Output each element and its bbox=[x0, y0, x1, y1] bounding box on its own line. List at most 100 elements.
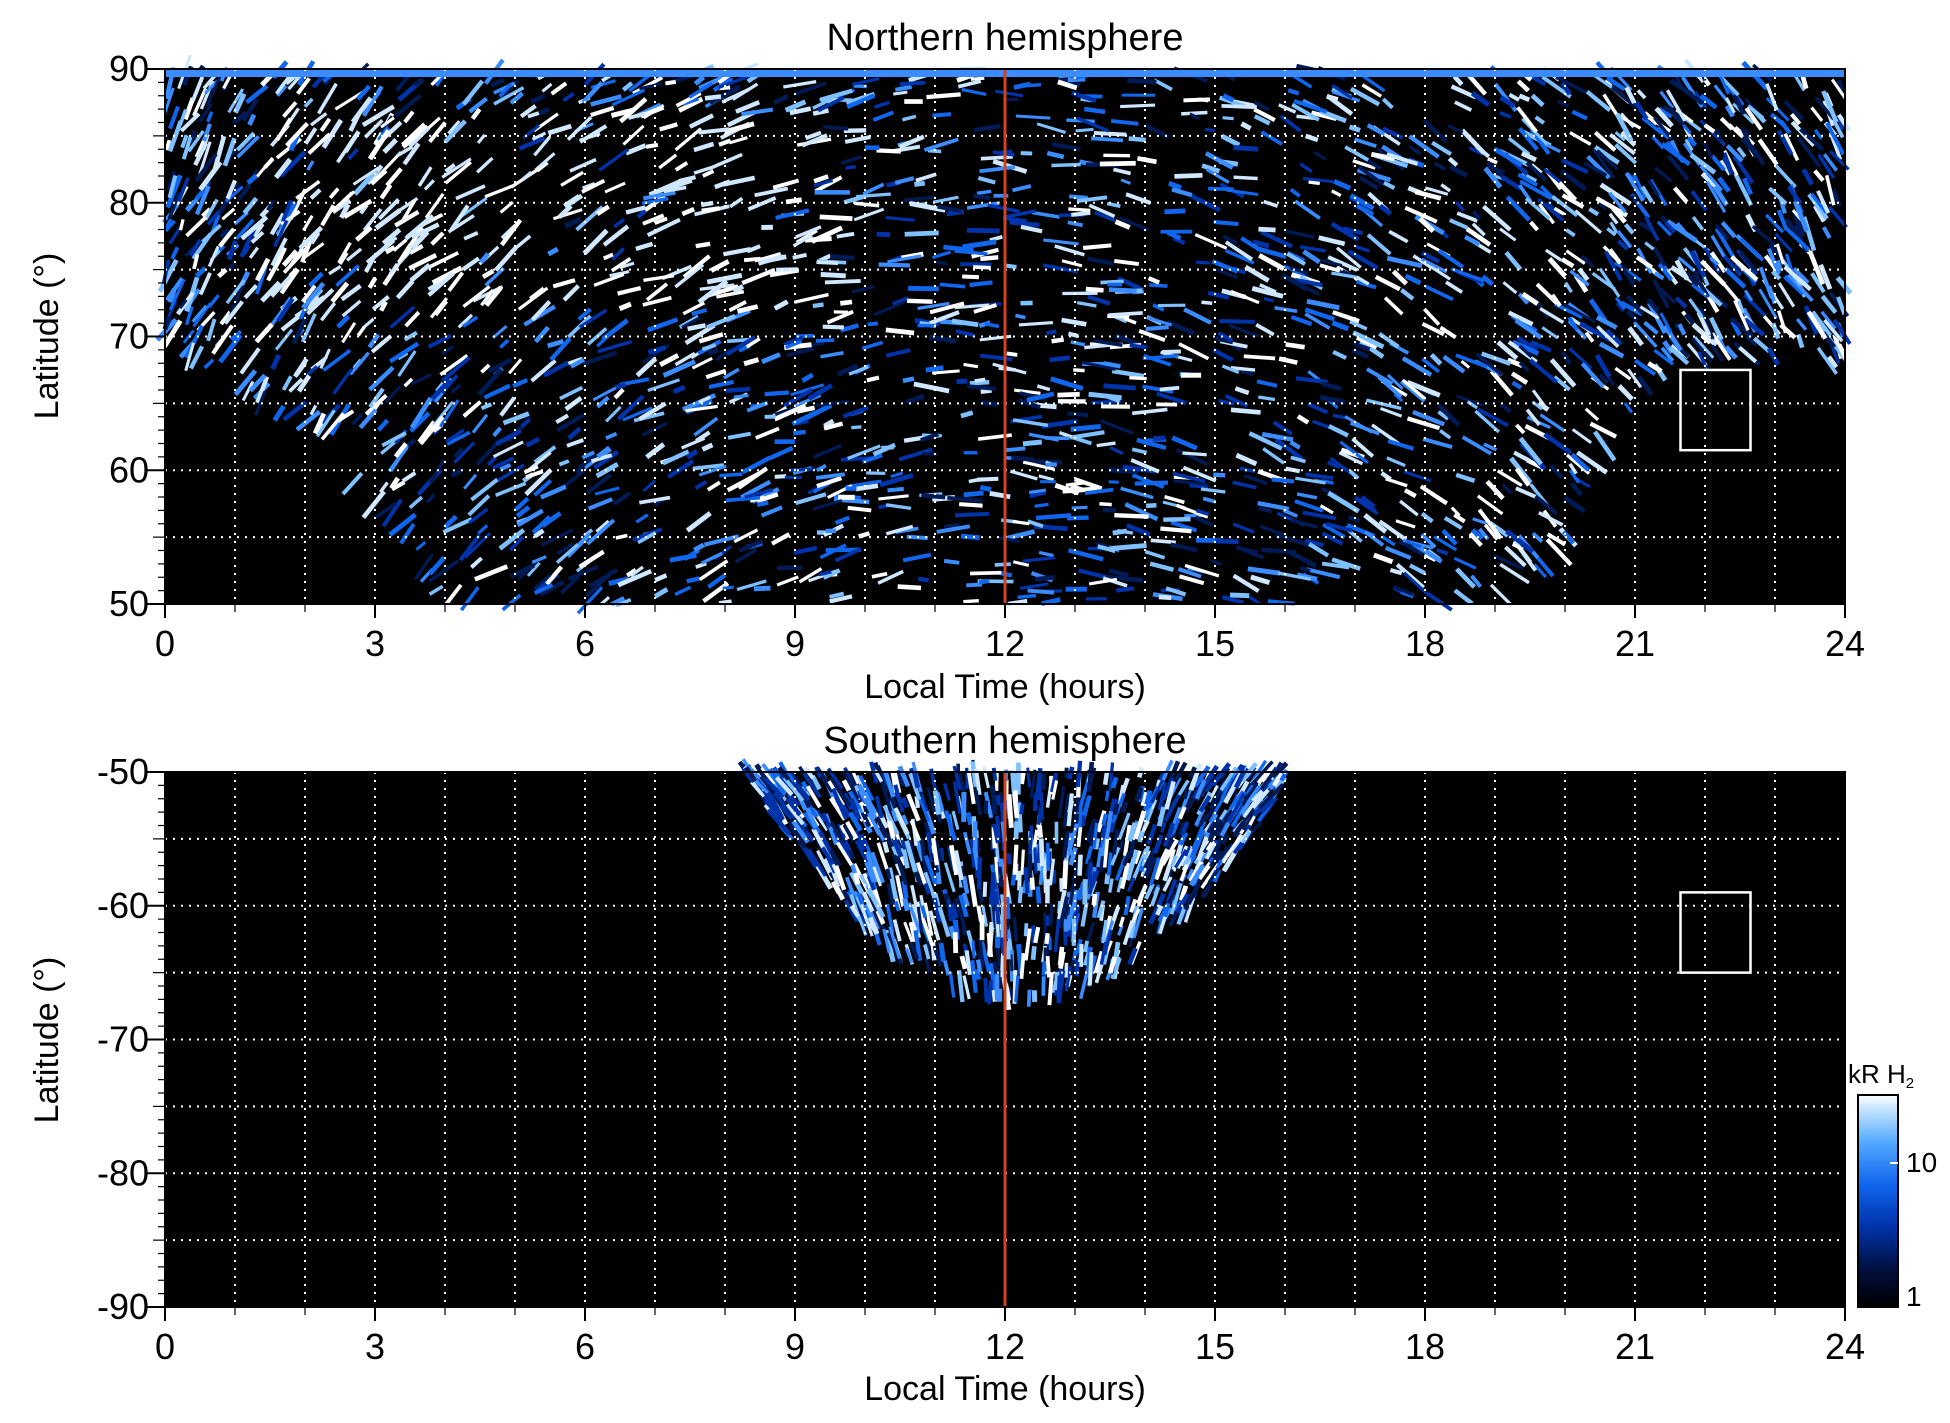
emission-streak bbox=[895, 769, 905, 787]
emission-streak bbox=[270, 354, 282, 370]
emission-streak bbox=[1720, 221, 1737, 239]
emission-streak bbox=[784, 339, 803, 350]
emission-streak bbox=[991, 989, 998, 1002]
emission-streak bbox=[1813, 128, 1824, 140]
emission-streak bbox=[736, 304, 759, 314]
emission-streak bbox=[1232, 573, 1260, 593]
emission-streak bbox=[874, 795, 884, 819]
emission-streak bbox=[1294, 199, 1321, 220]
emission-streak bbox=[1035, 886, 1042, 904]
emission-streak bbox=[1259, 524, 1288, 538]
emission-streak bbox=[1170, 542, 1198, 553]
emission-streak bbox=[1173, 848, 1188, 869]
emission-streak bbox=[770, 532, 791, 546]
emission-streak bbox=[1091, 893, 1098, 906]
emission-streak bbox=[706, 314, 736, 330]
emission-streak bbox=[915, 172, 937, 183]
emission-streak bbox=[1574, 209, 1603, 234]
emission-streak bbox=[198, 141, 212, 175]
emission-streak bbox=[1308, 179, 1321, 186]
emission-streak bbox=[1774, 232, 1794, 253]
emission-streak bbox=[1022, 439, 1043, 447]
emission-streak bbox=[962, 831, 972, 855]
emission-streak bbox=[943, 558, 960, 565]
emission-streak bbox=[383, 236, 398, 246]
emission-streak bbox=[1062, 860, 1069, 890]
emission-streak bbox=[822, 324, 844, 330]
emission-streak bbox=[908, 285, 939, 292]
emission-streak bbox=[1214, 336, 1234, 345]
emission-streak bbox=[310, 231, 321, 245]
emission-streak bbox=[514, 496, 530, 512]
emission-streak bbox=[1387, 439, 1415, 451]
emission-streak bbox=[994, 856, 999, 884]
emission-streak bbox=[320, 204, 336, 227]
emission-streak bbox=[986, 932, 994, 958]
emission-streak bbox=[854, 201, 880, 208]
emission-streak bbox=[693, 416, 719, 437]
emission-streak bbox=[954, 303, 990, 310]
emission-streak bbox=[923, 854, 938, 886]
emission-streak bbox=[744, 487, 774, 499]
emission-streak bbox=[1614, 366, 1632, 381]
emission-streak bbox=[1827, 355, 1839, 369]
emission-streak bbox=[1260, 229, 1293, 249]
emission-streak bbox=[1017, 802, 1023, 833]
emission-streak bbox=[876, 231, 891, 238]
emission-streak bbox=[936, 260, 949, 266]
emission-streak bbox=[166, 170, 176, 191]
emission-streak bbox=[1215, 845, 1231, 865]
emission-streak bbox=[462, 285, 491, 308]
emission-streak bbox=[590, 94, 622, 107]
emission-streak bbox=[973, 303, 997, 314]
emission-streak bbox=[1118, 216, 1150, 232]
emission-streak bbox=[1096, 900, 1106, 919]
emission-streak bbox=[1617, 239, 1629, 251]
emission-streak bbox=[1083, 940, 1089, 953]
emission-streak bbox=[1513, 450, 1531, 463]
emission-streak bbox=[302, 214, 314, 232]
y-tick-label: 50 bbox=[109, 583, 149, 624]
emission-streak bbox=[523, 464, 539, 475]
emission-streak bbox=[1157, 782, 1168, 811]
emission-streak bbox=[893, 90, 908, 96]
emission-streak bbox=[1739, 237, 1765, 262]
emission-streak bbox=[793, 545, 818, 555]
emission-streak bbox=[521, 170, 533, 181]
emission-streak bbox=[235, 218, 255, 241]
emission-streak bbox=[1075, 127, 1094, 133]
emission-streak bbox=[695, 241, 711, 249]
emission-streak bbox=[1215, 268, 1238, 279]
emission-streak bbox=[1290, 455, 1306, 464]
emission-streak bbox=[960, 262, 992, 267]
emission-streak bbox=[1507, 340, 1538, 364]
emission-streak bbox=[923, 902, 934, 937]
x-tick-label: 3 bbox=[365, 1326, 385, 1367]
emission-streak bbox=[1447, 156, 1459, 167]
emission-streak bbox=[647, 345, 667, 355]
emission-streak bbox=[1202, 764, 1219, 786]
emission-streak bbox=[619, 261, 635, 270]
emission-streak bbox=[425, 493, 436, 504]
emission-streak bbox=[566, 438, 584, 448]
emission-streak bbox=[447, 271, 465, 292]
emission-streak bbox=[1215, 538, 1239, 544]
emission-streak bbox=[1228, 323, 1259, 338]
emission-streak bbox=[555, 413, 570, 424]
emission-streak bbox=[217, 227, 236, 248]
emission-streak bbox=[1426, 591, 1453, 612]
emission-streak bbox=[943, 960, 951, 976]
emission-streak bbox=[1520, 151, 1537, 163]
emission-streak bbox=[1173, 899, 1184, 912]
emission-streak bbox=[1738, 345, 1758, 364]
emission-streak bbox=[1192, 765, 1211, 789]
emission-streak bbox=[301, 284, 317, 303]
emission-streak bbox=[1719, 116, 1734, 131]
emission-streak bbox=[1293, 99, 1328, 114]
emission-streak bbox=[1048, 936, 1052, 951]
emission-streak bbox=[541, 82, 553, 93]
emission-streak bbox=[829, 821, 846, 844]
emission-streak bbox=[569, 157, 597, 173]
emission-streak bbox=[843, 899, 860, 923]
